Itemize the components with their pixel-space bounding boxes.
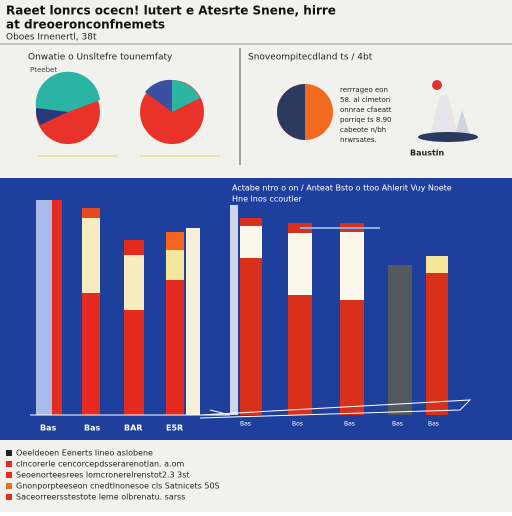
x-label: Bas (40, 424, 56, 433)
legend-text: Seoenorteesrees lomcronerelrenstot2.3 3s… (16, 471, 190, 480)
pie-slice (172, 80, 200, 112)
x-label: Bas (240, 421, 251, 428)
panel-text-line: nrwrsates. (340, 136, 377, 144)
pie-slice (35, 108, 68, 125)
pie (140, 79, 220, 157)
pie (35, 71, 118, 157)
title-line: at dreoeronconfnemets (6, 18, 165, 32)
pie-slice (145, 79, 172, 112)
subtitle: Oboes Irnenertl, 38t (6, 33, 97, 43)
pie-slice (35, 71, 101, 112)
legend-swatch (6, 472, 12, 478)
legend-text: Gnonporpteeseon cnedtlnonesoe cls Satnic… (16, 482, 220, 491)
panel-title: Snoveompitecdland ts / 4bt (248, 53, 373, 63)
x-label: Bas (344, 421, 355, 428)
legend-text: Saceorreersstestote leme olbrenatu. sars… (16, 493, 185, 502)
panel-text-line: 58. al cimeton (340, 96, 390, 104)
panel-text-line: onnrae cfaeatt (340, 106, 392, 114)
illustration (418, 80, 478, 142)
panel-text-line: cabeote n/bh (340, 126, 386, 134)
legend-swatch (6, 483, 12, 489)
pie (277, 84, 333, 140)
legend-text: Oeeldeoen Eenerts lineo aslobene (16, 449, 153, 458)
x-label: E5R (166, 424, 183, 433)
legend-swatch (6, 450, 12, 456)
title-line: Raeet lonrcs ocecn! lutert e Atesrte Sne… (6, 4, 336, 18)
panel-text-line: rerrrageo eon (340, 86, 388, 94)
legend-swatch (6, 461, 12, 467)
panel-subtitle: Pteebet (30, 66, 57, 74)
legend-swatch (6, 494, 12, 500)
chart-heading: Actabe ntro o on / Anteat Bsto o ttoo Ah… (232, 184, 452, 193)
bars (30, 200, 472, 419)
chart-heading: Hne lnos ccoutler (232, 195, 302, 204)
x-label: Bas (392, 421, 403, 428)
panel-title: Onwatie o Unsltefre tounemfaty (28, 53, 173, 63)
x-label: Bas (428, 421, 439, 428)
panel-text-line: porriqe ts 8.90 (340, 116, 391, 124)
legend: Oeeldeoen Eenerts lineo aslobene clncorer… (6, 449, 220, 502)
panel-text: rerrrageo eon 58. al cimeton onnrae cfaeat… (340, 86, 392, 144)
x-label: Bos (292, 421, 303, 428)
legend-text: clncorerle cencorcepdsserarenotlan. a.om (16, 460, 184, 469)
x-label: BAR (124, 424, 142, 433)
caption: Baustin (410, 149, 445, 158)
x-labels: Bas Bas BAR E5R Bas Bos Bas Bas Bas (40, 421, 439, 433)
x-label: Bas (84, 424, 100, 433)
pie-slice (277, 84, 305, 140)
